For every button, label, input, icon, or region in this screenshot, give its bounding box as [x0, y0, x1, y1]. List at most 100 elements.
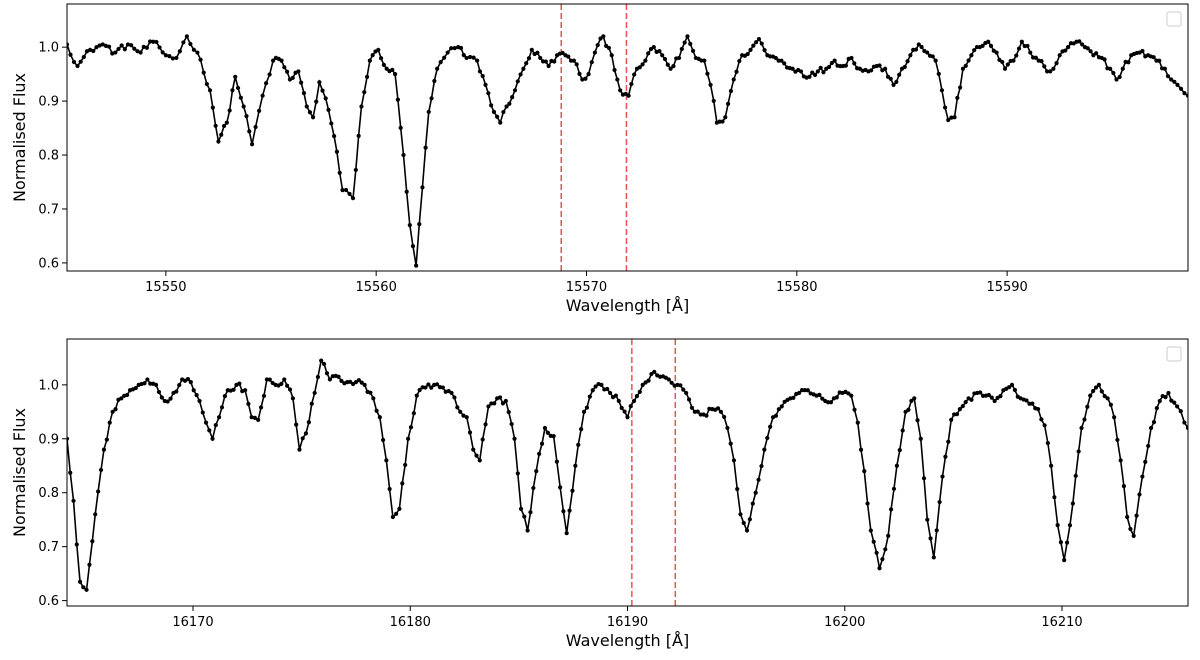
spectrum-point [587, 394, 592, 399]
spectrum-point [1014, 53, 1019, 58]
spectrum-point [826, 64, 832, 70]
spectrum-point [400, 481, 405, 486]
spectrum-point [1036, 407, 1041, 412]
spectrum-point [1080, 42, 1085, 47]
spectrum-point [480, 437, 485, 442]
spectrum-point [765, 435, 770, 441]
y-tick-label: 0.6 [38, 256, 59, 271]
spectrum-point [599, 382, 604, 387]
spectrum-point [1108, 402, 1113, 407]
spectrum-point [1066, 45, 1071, 50]
spectrum-point [702, 58, 707, 63]
x-tick-label: 15580 [776, 280, 817, 295]
spectrum-point [705, 71, 710, 76]
spectrum-point [815, 69, 820, 74]
spectrum-point [980, 43, 985, 49]
spectrum-point [637, 389, 642, 394]
spectrum-point [1052, 495, 1057, 500]
spectrum-point [93, 512, 98, 517]
spectrum-point [689, 405, 695, 410]
spectrum-point [940, 474, 945, 479]
spectrum-point [174, 389, 179, 394]
spectrum-point [632, 72, 637, 77]
spectrum-point [407, 223, 412, 228]
spectrum-point [1115, 437, 1120, 443]
spectrum-point [753, 490, 758, 495]
spectrum-point [1148, 425, 1154, 431]
spectrum-point [773, 413, 779, 418]
spectrum-point [256, 108, 262, 113]
spectrum-point [442, 55, 447, 60]
spectrum-point [332, 134, 337, 139]
spectrum-point [294, 422, 299, 427]
spectrum-point [886, 533, 891, 538]
spectrum-point [918, 436, 923, 441]
spectrum-point [682, 40, 687, 45]
spectrum-point [601, 34, 606, 39]
axes-frame [66, 338, 1189, 607]
spectrum-point [317, 80, 322, 85]
spectrum-point [1064, 540, 1070, 545]
spectrum-point [429, 96, 434, 101]
spectrum-point [698, 412, 703, 417]
spectrum-point [423, 145, 428, 150]
spectrum-point [942, 105, 948, 110]
spectrum-point [353, 167, 358, 173]
spectrum-point [681, 387, 686, 392]
spectrum-point [759, 41, 764, 46]
spectrum-point [213, 123, 218, 128]
spectrum-point [290, 75, 295, 81]
spectrum-point [921, 476, 927, 481]
spectrum-point [512, 436, 517, 441]
spectrum-point [524, 61, 529, 66]
spectrum-point [244, 114, 249, 119]
spectrum-point [256, 417, 261, 423]
spectrum-point [1102, 394, 1107, 399]
spectrum-point [154, 39, 159, 45]
spectrum-point [1058, 540, 1064, 545]
spectrum-point [958, 85, 963, 90]
spectrum-point [989, 395, 994, 400]
spectrum-point [969, 397, 974, 402]
spectrum-point [405, 436, 411, 441]
y-axis-label: Normalised Flux [10, 73, 29, 202]
spectrum-point [347, 191, 352, 197]
spectrum-point [1062, 558, 1067, 563]
spectrum-point [1185, 425, 1188, 431]
spectrum-point [779, 404, 784, 409]
legend-box [1166, 346, 1182, 362]
spectrum-point [637, 65, 642, 70]
spectrum-point [998, 394, 1003, 399]
spectrum-point [930, 54, 935, 59]
spectrum-point [728, 88, 734, 94]
spectrum-point [877, 63, 882, 68]
spectrum-point [1102, 57, 1107, 62]
spectrum-point [395, 97, 400, 102]
spectrum-point [668, 66, 673, 71]
spectrum-point [359, 380, 364, 385]
spectrum-point [722, 414, 727, 420]
spectrum-point [247, 129, 252, 134]
spectrum-point [497, 395, 503, 400]
spectrum-point [1175, 82, 1180, 88]
spectrum-point [966, 58, 971, 63]
spectrum-point [1157, 398, 1162, 404]
spectrum-point [309, 401, 314, 406]
spectrum-point [832, 58, 837, 63]
spectrum-point [491, 109, 497, 114]
spectrum-point [132, 46, 137, 51]
spectrum-point [299, 80, 304, 85]
spectrum-point [1077, 39, 1082, 44]
spectrum-point [741, 520, 746, 526]
spectrum-point [925, 50, 930, 55]
spectrum-point [1067, 523, 1073, 528]
spectrum-point [579, 426, 584, 432]
spectrum-point [891, 486, 897, 491]
spectrum-point [165, 399, 170, 404]
x-tick-label: 15570 [566, 280, 607, 295]
spectrum-point [410, 243, 416, 249]
spectrum-point [230, 88, 235, 93]
spectrum-point [525, 528, 530, 533]
spectrum-point [1028, 50, 1033, 55]
spectrum-point [577, 71, 582, 76]
